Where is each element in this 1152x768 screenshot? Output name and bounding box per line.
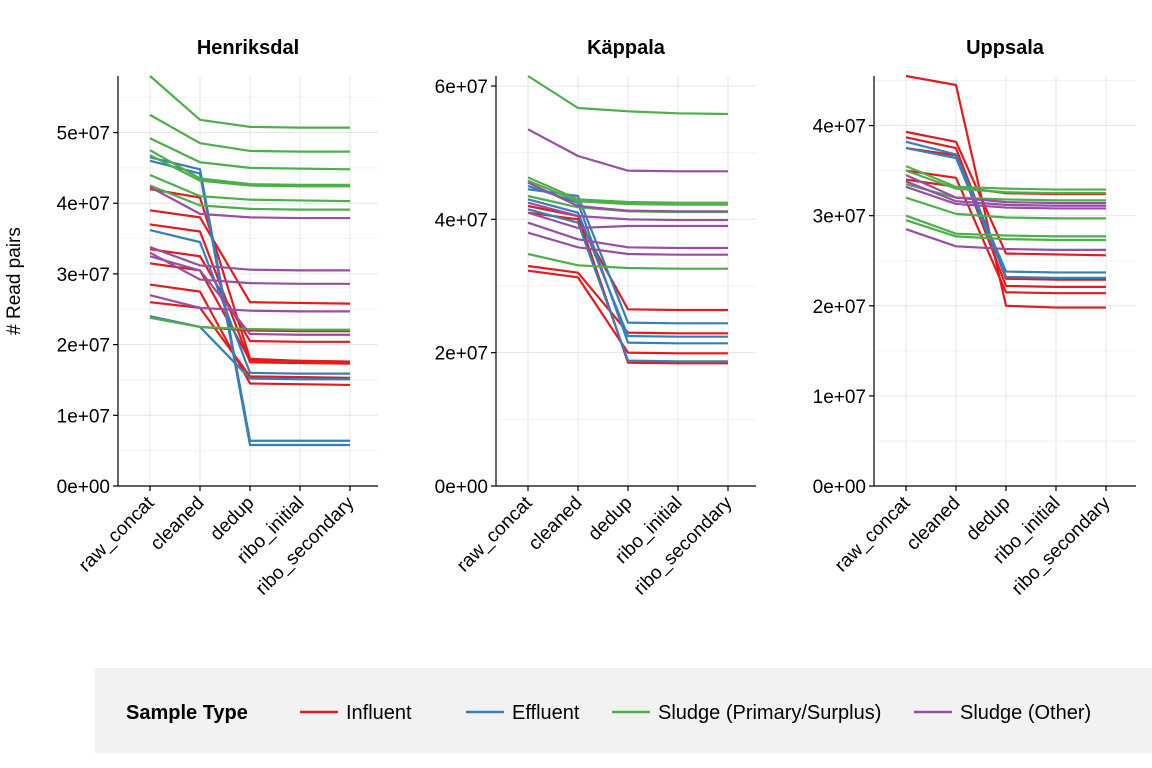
y-tick-label: 4e+07 <box>57 194 110 215</box>
series-line-sludge-primary-surplus <box>149 149 350 186</box>
series-line-sludge-primary-surplus <box>905 169 1106 195</box>
y-tick-label: 5e+07 <box>57 124 110 145</box>
series-lines <box>527 75 729 365</box>
series-line-sludge-primary-surplus <box>149 154 350 188</box>
y-tick-label: 2e+07 <box>435 344 488 365</box>
series-line-influent <box>905 130 1107 257</box>
y-tick-label: 2e+07 <box>57 336 110 357</box>
y-tick-label: 2e+07 <box>813 297 866 318</box>
y-tick-label: 1e+07 <box>57 406 110 427</box>
legend-label: Sludge (Other) <box>960 702 1091 724</box>
series-line-sludge-other <box>527 221 728 250</box>
x-tick-label: cleaned <box>525 493 587 555</box>
y-tick-label: 3e+07 <box>813 207 866 228</box>
series-line-sludge-other <box>149 186 350 220</box>
series-line-influent <box>905 136 1106 281</box>
series-line-sludge-primary-surplus <box>149 75 350 129</box>
series-line-sludge-primary-surplus <box>527 179 728 206</box>
gridlines <box>496 76 756 487</box>
series-line-influent <box>905 74 1106 309</box>
series-line-influent <box>527 264 728 335</box>
series-line-sludge-other <box>527 201 728 222</box>
series-line-effluent <box>149 229 350 375</box>
series-line-influent <box>527 269 728 355</box>
y-tick-label: 4e+07 <box>435 210 488 231</box>
series-line-effluent <box>905 147 1106 279</box>
series-line-sludge-other <box>905 180 1106 207</box>
y-tick-label: 0e+00 <box>435 477 488 498</box>
panel-title: Henriksdal <box>197 37 299 59</box>
series-line-influent <box>149 262 351 363</box>
y-tick-label: 3e+07 <box>57 265 110 286</box>
series-line-sludge-primary-surplus <box>527 252 728 270</box>
series-line-sludge-primary-surplus <box>905 214 1106 238</box>
series-line-influent <box>149 301 351 379</box>
series-lines <box>149 75 351 447</box>
gridlines <box>118 76 378 487</box>
series-line-influent <box>149 248 350 343</box>
y-tick-label: 0e+00 <box>813 477 866 498</box>
series-line-influent <box>149 223 351 365</box>
series-line-sludge-primary-surplus <box>149 137 351 171</box>
series-line-effluent <box>527 198 728 338</box>
series-line-sludge-primary-surplus <box>905 196 1106 220</box>
legend-label: Influent <box>346 702 412 724</box>
x-tick-label: raw_concat <box>453 492 537 576</box>
series-lines <box>905 74 1107 309</box>
legend-label: Sludge (Primary/Surplus) <box>658 702 881 724</box>
series-line-effluent <box>905 140 1106 274</box>
series-line-sludge-other <box>149 294 350 313</box>
x-tick-label: cleaned <box>147 493 209 555</box>
series-line-sludge-primary-surplus <box>905 165 1106 191</box>
panel-henriksdal: Henriksdal 0e+00 1e+07 2e+07 3e+07 4e+07 5e+07… <box>57 37 378 599</box>
panel-title: Uppsala <box>966 37 1045 59</box>
series-line-effluent <box>527 208 728 363</box>
series-line-sludge-primary-surplus <box>149 173 351 203</box>
legend-item-effluent: Effluent <box>466 702 580 724</box>
series-line-sludge-primary-surplus <box>905 183 1106 202</box>
x-tick-label: raw_concat <box>75 492 159 576</box>
x-tick-label: raw_concat <box>831 492 915 576</box>
legend-item-sludge-primary-surplus: Sludge (Primary/Surplus) <box>612 702 881 724</box>
series-line-influent <box>905 146 1106 288</box>
series-line-sludge-other <box>527 231 728 256</box>
y-tick-label: 1e+07 <box>813 387 866 408</box>
panel-k-ppala: Käppala 0e+00 2e+07 4e+07 6e+07 raw_concatcle… <box>435 37 756 599</box>
panel-uppsala: Uppsala 0e+00 1e+07 2e+07 3e+07 4e+07 raw_conc… <box>813 37 1136 599</box>
series-line-sludge-other <box>905 174 1106 205</box>
series-line-sludge-other <box>905 228 1106 252</box>
legend-label: Effluent <box>512 702 580 724</box>
series-line-influent <box>149 283 351 387</box>
series-line-sludge-primary-surplus <box>905 219 1106 242</box>
series-line-sludge-other <box>149 251 350 285</box>
series-line-sludge-primary-surplus <box>149 113 350 153</box>
y-tick-label: 4e+07 <box>813 117 866 138</box>
series-line-sludge-primary-surplus <box>149 184 350 211</box>
y-tick-label: 6e+07 <box>435 77 488 98</box>
x-tick-label: cleaned <box>903 493 965 555</box>
y-axis-title: # Read pairs <box>4 227 25 335</box>
series-line-sludge-primary-surplus <box>149 316 350 331</box>
series-line-sludge-other <box>527 181 728 213</box>
series-line-sludge-other <box>149 246 350 272</box>
legend-item-sludge-other: Sludge (Other) <box>914 702 1091 724</box>
series-line-sludge-other <box>149 255 350 336</box>
series-line-influent <box>905 169 1106 295</box>
series-line-sludge-other <box>527 128 728 173</box>
chart-panels: Henriksdal 0e+00 1e+07 2e+07 3e+07 4e+07 5e+07… <box>57 37 1136 599</box>
legend-title: Sample Type <box>126 702 248 724</box>
legend: Sample Type Influent Effluent Sludge (Prim… <box>95 668 1152 753</box>
series-line-sludge-primary-surplus <box>527 75 729 116</box>
series-line-influent <box>149 209 351 305</box>
panel-title: Käppala <box>587 37 666 59</box>
legend-item-influent: Influent <box>300 702 412 724</box>
series-line-sludge-other <box>905 185 1106 210</box>
series-line-sludge-other <box>527 211 728 230</box>
y-tick-label: 0e+00 <box>57 477 110 498</box>
series-line-sludge-primary-surplus <box>527 176 728 204</box>
legend-background <box>95 668 1152 753</box>
